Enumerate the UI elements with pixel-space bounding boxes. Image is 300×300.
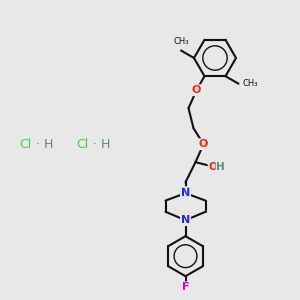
Text: O: O	[199, 139, 208, 149]
Text: · H: · H	[93, 139, 110, 152]
Text: Cl: Cl	[76, 139, 88, 152]
Text: N: N	[181, 187, 190, 197]
Text: CH₃: CH₃	[242, 79, 258, 88]
Text: O: O	[192, 85, 201, 95]
Text: H: H	[216, 162, 225, 172]
Text: N: N	[181, 188, 190, 198]
Text: · H: · H	[36, 139, 53, 152]
Text: F: F	[182, 282, 189, 292]
Text: N: N	[181, 215, 190, 225]
Text: O: O	[208, 162, 217, 172]
Text: Cl: Cl	[19, 139, 31, 152]
Text: CH₃: CH₃	[173, 38, 189, 46]
